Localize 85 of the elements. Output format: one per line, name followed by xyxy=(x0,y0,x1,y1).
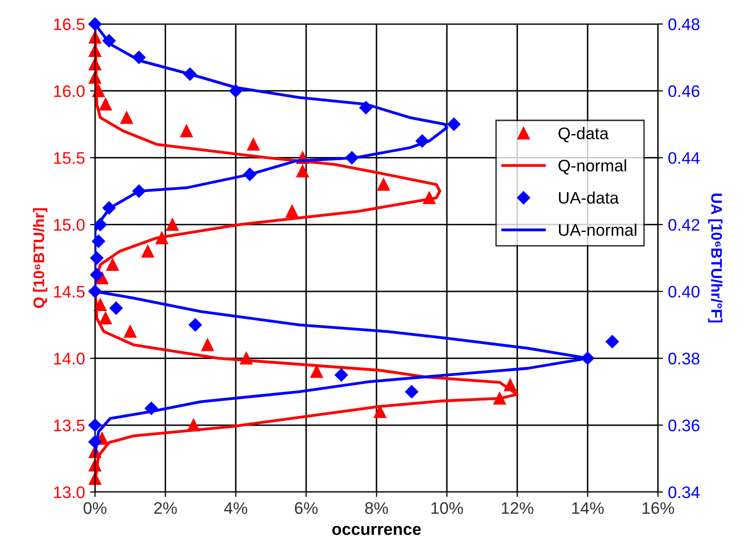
y2-tick-label: 0.46 xyxy=(668,85,700,98)
point xyxy=(187,418,200,432)
y-tick-label: 13.0 xyxy=(54,486,85,498)
point xyxy=(166,218,179,231)
x-tick-label: 8% xyxy=(365,502,388,514)
point xyxy=(374,406,386,418)
y-tick-label: 14.5 xyxy=(54,286,85,298)
point xyxy=(88,459,102,472)
x-tick-label: 4% xyxy=(224,502,248,514)
point xyxy=(142,245,154,258)
point xyxy=(201,338,214,352)
point xyxy=(243,168,256,182)
point xyxy=(247,138,260,151)
point xyxy=(144,402,158,416)
point xyxy=(88,17,102,31)
point xyxy=(606,334,619,348)
point xyxy=(110,302,123,315)
point xyxy=(183,68,197,81)
point xyxy=(296,164,309,178)
point xyxy=(310,365,323,378)
point xyxy=(504,378,516,392)
y2-tick-label: 0.42 xyxy=(668,218,700,231)
point xyxy=(106,258,119,271)
point xyxy=(286,204,298,218)
point xyxy=(447,118,460,131)
y-tick-label: 16.5 xyxy=(54,18,85,30)
y-tick-label: 15.5 xyxy=(54,152,85,164)
y2-tick-label: 0.40 xyxy=(668,286,700,298)
y2-tick-label: 0.44 xyxy=(668,152,700,164)
point xyxy=(124,325,136,338)
point xyxy=(94,218,107,232)
point xyxy=(240,352,253,365)
legend-label: Q-data xyxy=(558,127,609,142)
y-tick-label: 16.0 xyxy=(54,85,85,98)
point xyxy=(94,298,107,312)
point xyxy=(99,98,112,110)
y2-tick-label: 0.38 xyxy=(668,352,700,364)
point xyxy=(99,312,112,324)
point xyxy=(88,418,102,432)
point xyxy=(132,184,146,198)
point xyxy=(88,472,102,485)
x-tick-label: 6% xyxy=(294,502,318,514)
y2-tick-label: 0.48 xyxy=(668,18,700,30)
point xyxy=(88,44,102,57)
point xyxy=(423,192,436,204)
legend-label: UA-normal xyxy=(559,224,636,236)
legend-label: Q-normal xyxy=(558,159,626,174)
point xyxy=(188,318,202,332)
y-tick-label: 13.5 xyxy=(54,420,85,432)
point xyxy=(88,435,102,448)
x-tick-label: 12% xyxy=(502,502,534,514)
point xyxy=(88,58,102,70)
point xyxy=(493,392,506,405)
point xyxy=(102,34,116,48)
y2-tick-label: 0.36 xyxy=(668,420,700,432)
point xyxy=(102,201,116,214)
point xyxy=(90,268,104,282)
point xyxy=(156,232,168,244)
point xyxy=(88,284,102,298)
x-axis-title: occurrence xyxy=(332,526,421,536)
point xyxy=(120,111,133,124)
x-tick-label: 14% xyxy=(572,502,604,514)
legend-label: UA-data xyxy=(559,191,619,204)
point xyxy=(377,178,390,191)
point xyxy=(581,352,594,365)
point xyxy=(92,234,106,248)
x-tick-label: 2% xyxy=(154,502,177,514)
point xyxy=(229,84,242,98)
point xyxy=(180,124,193,138)
point xyxy=(334,368,348,382)
point xyxy=(92,84,105,98)
y-tick-label: 15.0 xyxy=(54,218,85,231)
y2-tick-label: 0.34 xyxy=(668,486,700,498)
y-tick-label: 14.0 xyxy=(54,352,85,364)
point xyxy=(90,251,104,265)
x-tick-label: 16% xyxy=(642,502,674,514)
point xyxy=(359,100,373,114)
point xyxy=(405,385,418,398)
point xyxy=(345,151,358,164)
y-axis-title: Q [10⁶BTU/hr] xyxy=(33,208,48,308)
point xyxy=(416,134,429,148)
x-tick-label: 10% xyxy=(431,502,463,514)
point xyxy=(132,50,146,64)
x-tick-label: 0% xyxy=(84,502,106,514)
y2-axis-title: UA [10⁶BTU/hr/°F] xyxy=(708,194,722,322)
